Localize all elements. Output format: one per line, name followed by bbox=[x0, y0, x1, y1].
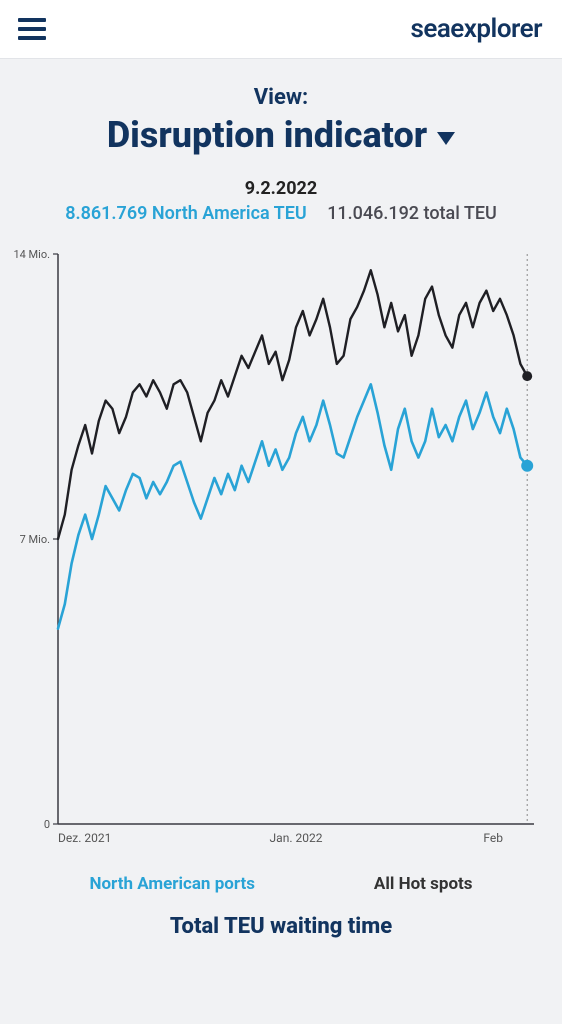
view-label: View: bbox=[10, 85, 552, 110]
legend-na: North American ports bbox=[89, 874, 255, 894]
legend-row: North American ports All Hot spots bbox=[30, 874, 532, 894]
brand-name: seaexplorer bbox=[410, 14, 542, 44]
menu-icon[interactable] bbox=[14, 14, 50, 44]
svg-text:Feb: Feb bbox=[483, 831, 503, 845]
view-value: Disruption indicator bbox=[107, 114, 427, 156]
svg-text:0: 0 bbox=[44, 818, 50, 831]
stat-total-value: 11.046.192 bbox=[327, 203, 419, 224]
view-selector: View: Disruption indicator bbox=[0, 59, 562, 164]
stat-na-label: North America TEU bbox=[152, 203, 307, 224]
svg-text:Dez. 2021: Dez. 2021 bbox=[58, 831, 111, 845]
svg-text:Jan. 2022: Jan. 2022 bbox=[270, 831, 323, 845]
legend-hot: All Hot spots bbox=[374, 874, 473, 894]
svg-text:7 Mio.: 7 Mio. bbox=[20, 533, 50, 546]
stats-row: 8.861.769 North America TEU 11.046.192 t… bbox=[0, 203, 562, 224]
chevron-down-icon bbox=[437, 132, 455, 145]
stat-total: 11.046.192 total TEU bbox=[327, 203, 497, 224]
footer-title: Total TEU waiting time bbox=[0, 914, 562, 939]
stat-na-value: 8.861.769 bbox=[65, 203, 147, 224]
chart-container: 0 7 Mio. 14 Mio. Dez. 2021 Jan. 2022 Feb bbox=[14, 244, 548, 858]
stat-na: 8.861.769 North America TEU bbox=[65, 203, 311, 224]
date-row: 9.2.2022 bbox=[0, 178, 562, 199]
selected-date: 9.2.2022 bbox=[245, 178, 317, 199]
svg-text:14 Mio.: 14 Mio. bbox=[14, 248, 50, 261]
line-chart: 0 7 Mio. 14 Mio. Dez. 2021 Jan. 2022 Feb bbox=[14, 244, 548, 854]
view-dropdown[interactable]: Disruption indicator bbox=[107, 114, 455, 156]
stat-total-label: total TEU bbox=[424, 203, 497, 224]
app-header: seaexplorer bbox=[0, 0, 562, 59]
